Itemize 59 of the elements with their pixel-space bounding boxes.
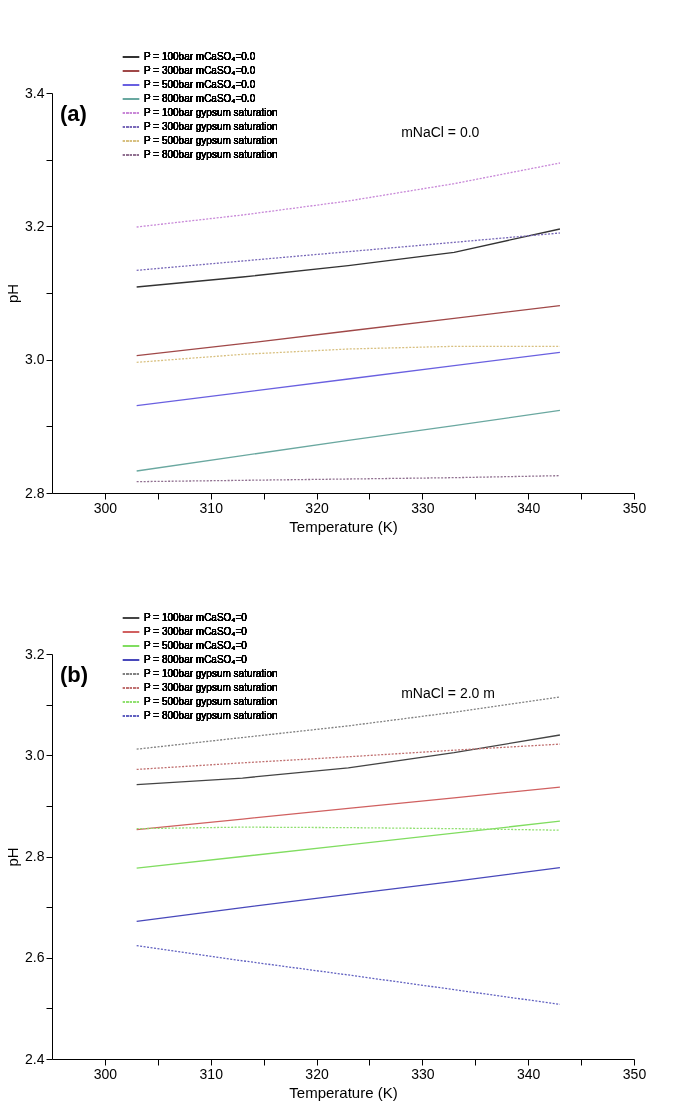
legend-label: P = 800bar gypsum saturation: [144, 149, 278, 160]
x-tick-label: 320: [305, 499, 329, 516]
legend-label: P = 100bar mCaSO₄=0: [144, 612, 248, 623]
line-series: [136, 162, 561, 228]
line-series: [136, 786, 561, 831]
y-axis-title: pH: [4, 283, 22, 304]
x-tick-label: 340: [517, 1065, 541, 1082]
x-tick-label: 330: [411, 499, 435, 516]
y-tick-label: 2.8: [25, 484, 45, 501]
legend-label: P = 800bar mCaSO₄=0: [144, 654, 248, 665]
legend-label: P = 300bar mCaSO₄=0: [144, 626, 248, 637]
x-tick-label: 310: [199, 1065, 224, 1082]
x-tick-label: 350: [622, 1065, 647, 1082]
line-series: [136, 820, 561, 869]
x-axis-title: Temperature (K): [289, 1083, 398, 1101]
x-tick-label: 340: [517, 499, 541, 516]
line-series: [136, 351, 561, 407]
legend-label: P = 800bar mCaSO₄=0.0: [144, 93, 256, 104]
x-tick-label: 300: [93, 499, 118, 516]
y-tick-label: 3.0: [25, 746, 45, 763]
y-tick-label: 3.0: [25, 351, 45, 368]
line-series: [136, 228, 561, 288]
line-series: [136, 232, 561, 271]
annotation: mNaCl = 2.0 m: [401, 685, 495, 701]
annotation: mNaCl = 0.0: [401, 124, 480, 140]
legend-label: P = 100bar gypsum saturation: [144, 668, 278, 679]
legend-label: P = 500bar mCaSO₄=0: [144, 640, 248, 651]
x-axis-title: Temperature (K): [289, 517, 398, 535]
legend-label: P = 500bar gypsum saturation: [144, 696, 278, 707]
y-axis-title: pH: [4, 847, 22, 867]
x-tick-label: 330: [411, 1065, 435, 1082]
y-tick-label: 3.2: [25, 645, 45, 662]
y-tick-label: 2.4: [25, 1050, 45, 1067]
legend-label: P = 500bar gypsum saturation: [144, 135, 278, 146]
legend-label: P = 300bar gypsum saturation: [144, 682, 278, 693]
line-series: [136, 866, 561, 922]
y-tick-label: 3.4: [25, 84, 45, 101]
line-series: [136, 944, 561, 1005]
annotation: (b): [60, 662, 89, 687]
line-series: [136, 409, 561, 472]
x-tick-label: 320: [305, 1065, 329, 1082]
line-series: [136, 743, 561, 771]
legend-label: P = 300bar gypsum saturation: [144, 121, 278, 132]
legend-label: P = 300bar mCaSO₄=0.0: [144, 65, 256, 76]
y-tick-label: 2.6: [25, 949, 45, 966]
legend-label: P = 100bar mCaSO₄=0.0: [144, 51, 256, 62]
annotation: (a): [60, 101, 87, 126]
legend-label: P = 800bar gypsum saturation: [144, 710, 278, 721]
line-series: [136, 305, 561, 357]
line-series: [136, 345, 561, 363]
legend-label: P = 100bar gypsum saturation: [144, 107, 278, 118]
x-tick-label: 310: [199, 499, 224, 516]
y-tick-label: 2.8: [25, 848, 45, 864]
y-tick-label: 3.2: [25, 217, 45, 234]
line-series: [136, 696, 561, 750]
x-tick-label: 300: [93, 1065, 118, 1082]
legend-label: P = 500bar mCaSO₄=0.0: [144, 79, 256, 90]
x-tick-label: 350: [622, 499, 647, 516]
line-series: [136, 734, 561, 786]
